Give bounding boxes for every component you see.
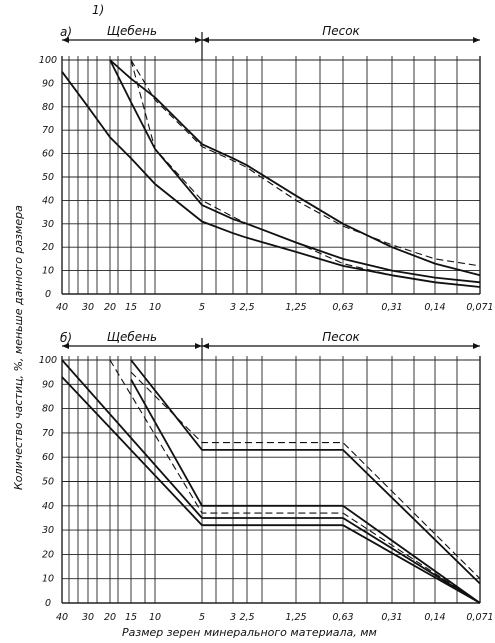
y-tick-label: 70 [42, 428, 54, 439]
y-tick-label: 80 [42, 404, 54, 415]
y-tick-label: 100 [39, 355, 57, 366]
grading-curve-dashed [109, 359, 481, 604]
x-tick-label: 40 [56, 302, 68, 313]
x-tick-label: 15 [125, 612, 137, 623]
y-tick-label: 0 [45, 598, 51, 609]
y-tick-label: 20 [42, 549, 54, 560]
x-tick-label: 0,071 [466, 302, 493, 313]
x-tick-label: 0,63 [332, 302, 353, 313]
x-tick-label: 10 [149, 612, 161, 623]
grading-curve-solid [61, 376, 481, 604]
x-axis-label: Размер зерен минерального материала, мм [122, 626, 377, 639]
grading-curve-dashed [130, 371, 481, 580]
x-tick-label: 0,31 [381, 612, 402, 623]
y-tick-label: 80 [42, 102, 54, 113]
x-tick-label: 10 [149, 302, 161, 313]
y-tick-label: 40 [42, 195, 54, 206]
x-tick-label: 40 [56, 612, 68, 623]
y-tick-label: 10 [42, 574, 54, 585]
x-tick-label: 2,5 [239, 302, 254, 313]
y-axis-label: Количество частиц, %, меньше данного раз… [12, 205, 25, 490]
grading-curve-solid [130, 359, 481, 585]
zone-arrow-head [195, 343, 202, 349]
x-tick-label: 15 [125, 302, 137, 313]
x-tick-label: 0,14 [424, 302, 445, 313]
figure-number: 1) [92, 3, 104, 17]
zone-arrow-head [62, 343, 69, 349]
x-tick-label: 30 [82, 302, 94, 313]
x-tick-label: 20 [104, 612, 116, 623]
x-tick-label: 3 [230, 612, 236, 623]
zone-label-sand: Песок [322, 24, 360, 38]
zone-arrow-head [473, 37, 480, 43]
x-tick-label: 3 [230, 302, 236, 313]
x-tick-label: 5 [199, 302, 205, 313]
y-tick-label: 50 [42, 172, 54, 183]
y-tick-label: 50 [42, 477, 54, 488]
zone-label-sand: Песок [322, 330, 360, 344]
y-tick-label: 40 [42, 501, 54, 512]
x-tick-label: 1,25 [285, 612, 306, 623]
zone-label-crushed-stone: Щебень [107, 24, 157, 38]
x-tick-label: 0,071 [466, 612, 493, 623]
y-tick-label: 10 [42, 266, 54, 277]
y-tick-label: 60 [42, 452, 54, 463]
grading-curve-solid [130, 378, 481, 604]
y-tick-label: 70 [42, 125, 54, 136]
y-tick-label: 30 [42, 219, 54, 230]
x-tick-label: 0,14 [424, 612, 445, 623]
x-tick-label: 30 [82, 612, 94, 623]
zone-arrow-head [62, 37, 69, 43]
x-tick-label: 0,63 [332, 612, 353, 623]
grading-curve-solid [61, 359, 481, 604]
zone-arrow-head [202, 37, 209, 43]
zone-arrow-head [473, 343, 480, 349]
y-tick-label: 90 [42, 379, 54, 390]
grading-curve-dashed [130, 59, 481, 267]
x-tick-label: 5 [199, 612, 205, 623]
x-tick-label: 1,25 [285, 302, 306, 313]
y-tick-label: 90 [42, 78, 54, 89]
zone-arrow-head [195, 37, 202, 43]
x-tick-label: 20 [104, 302, 116, 313]
y-tick-label: 60 [42, 149, 54, 160]
zone-arrow-head [202, 343, 209, 349]
y-tick-label: 100 [39, 55, 57, 66]
grading-curve-solid [109, 59, 481, 284]
y-tick-label: 20 [42, 242, 54, 253]
y-tick-label: 0 [45, 289, 51, 300]
x-tick-label: 0,31 [381, 302, 402, 313]
panel-label: а) [60, 25, 72, 39]
x-tick-label: 2,5 [239, 612, 254, 623]
grading-curve-dashed [130, 59, 481, 288]
zone-label-crushed-stone: Щебень [107, 330, 157, 344]
y-tick-label: 30 [42, 525, 54, 536]
grading-curve-solid [109, 59, 481, 277]
panel-label: б) [60, 331, 72, 345]
